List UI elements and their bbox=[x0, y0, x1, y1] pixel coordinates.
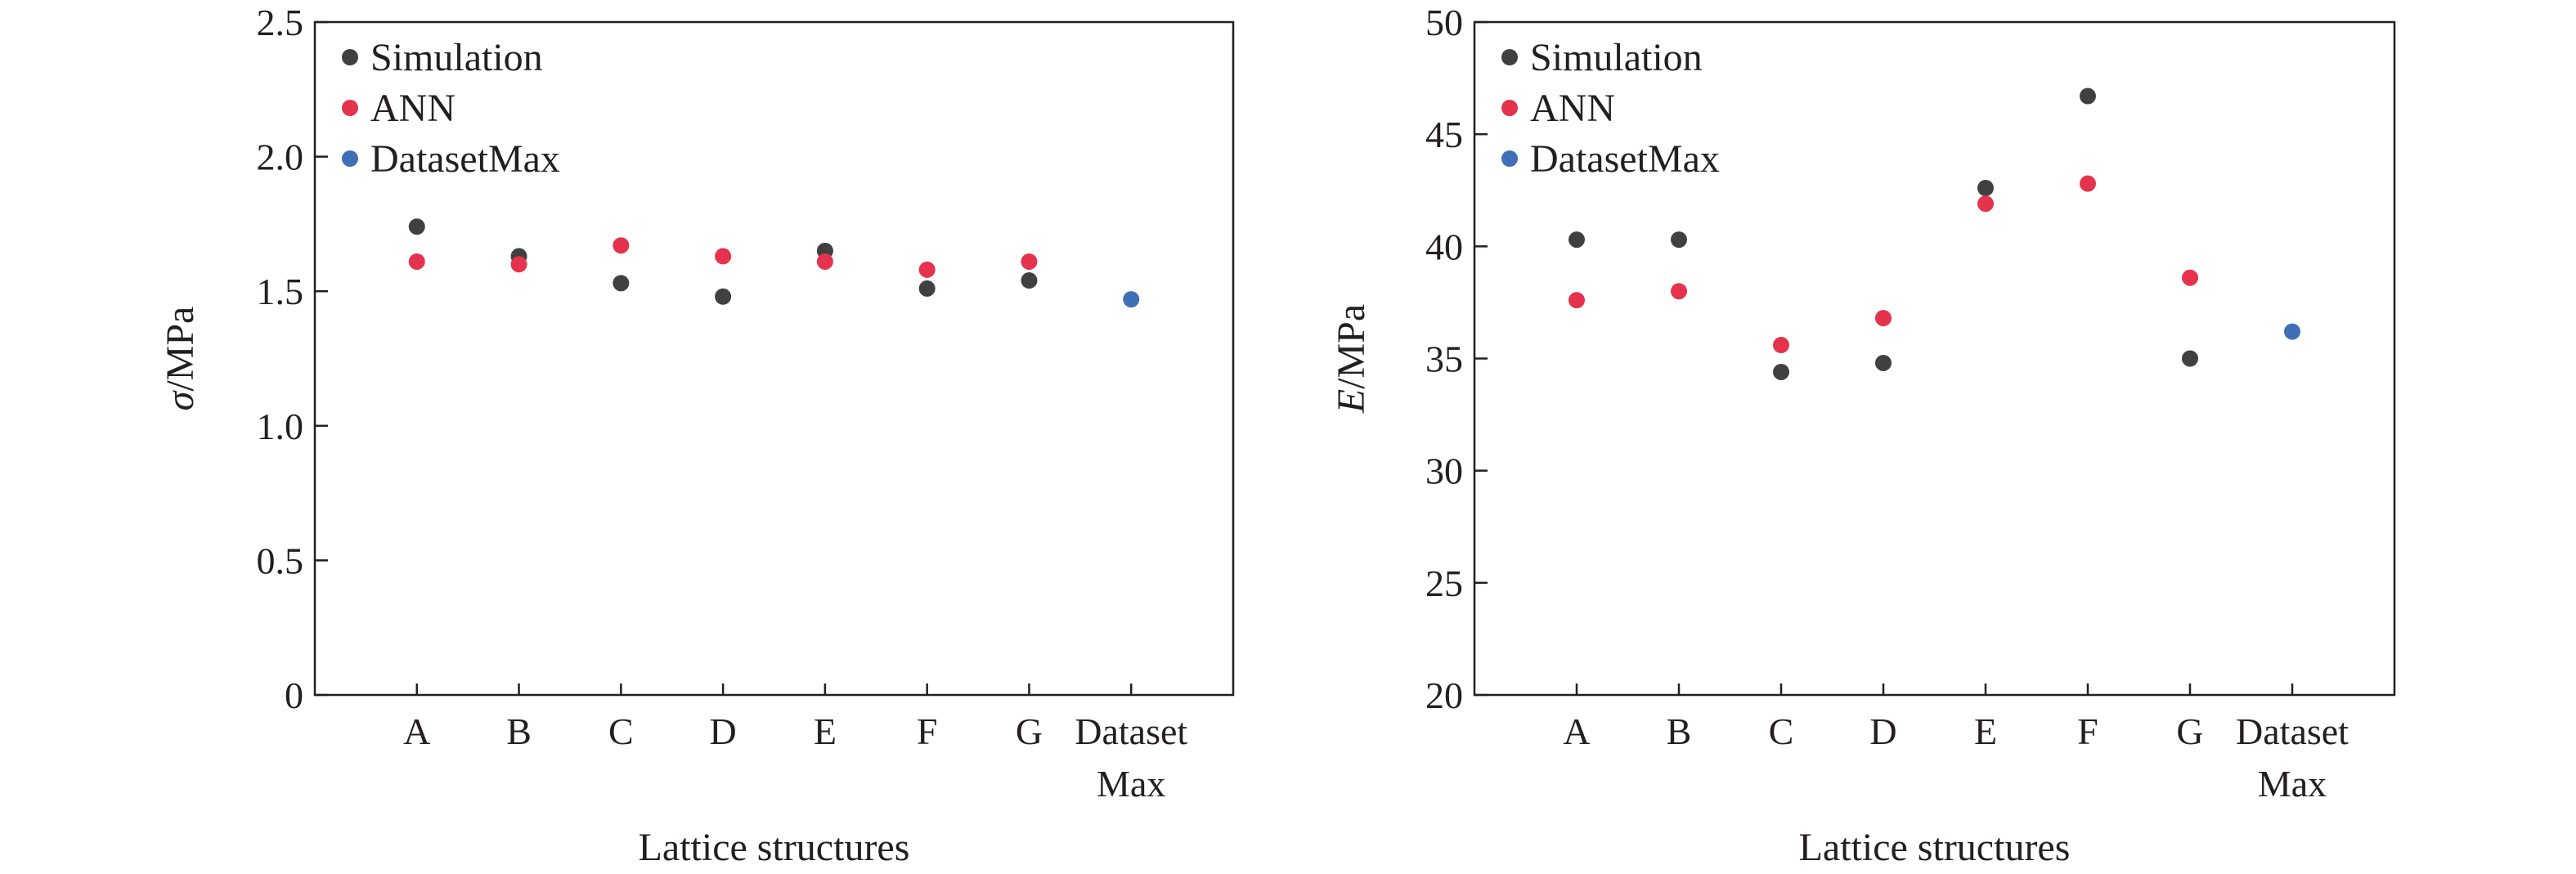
y-tick-label: 50 bbox=[1425, 2, 1463, 43]
data-point-simulation bbox=[2182, 350, 2198, 367]
data-point-datasetmax bbox=[2284, 323, 2300, 340]
data-point-ann bbox=[613, 237, 630, 254]
data-point-ann bbox=[1021, 253, 1038, 270]
plot-frame bbox=[313, 20, 1235, 697]
x-tick-label: B bbox=[1667, 710, 1692, 752]
x-tick-label: B bbox=[506, 710, 532, 752]
legend-label: Simulation bbox=[1530, 36, 1703, 79]
x-tick-label: D bbox=[709, 710, 736, 752]
data-point-ann bbox=[715, 248, 732, 265]
data-point-ann bbox=[2080, 175, 2096, 192]
data-point-simulation bbox=[1875, 354, 1892, 371]
data-point-datasetmax bbox=[1123, 291, 1140, 308]
y-tick-label: 40 bbox=[1425, 226, 1463, 267]
y-axis-title: E/MPa bbox=[1330, 304, 1373, 414]
data-point-ann bbox=[408, 253, 425, 270]
x-tick-label: Dataset Max bbox=[1075, 710, 1187, 805]
data-point-simulation bbox=[1671, 231, 1687, 249]
legend-marker bbox=[342, 49, 358, 65]
y-tick-label: 1.0 bbox=[257, 406, 304, 447]
x-tick-label: F bbox=[2077, 710, 2098, 752]
legend-label: Simulation bbox=[370, 36, 543, 79]
data-point-ann bbox=[510, 256, 527, 273]
data-point-simulation bbox=[2080, 87, 2096, 105]
legend-label: DatasetMax bbox=[1530, 137, 1720, 181]
data-point-simulation bbox=[408, 218, 425, 235]
data-point-ann bbox=[1671, 283, 1687, 300]
x-tick-label: E bbox=[1974, 710, 1997, 752]
y-tick-label: 2.0 bbox=[257, 137, 304, 178]
y-tick-label: 30 bbox=[1425, 450, 1463, 492]
y-tick-label: 20 bbox=[1425, 675, 1463, 716]
data-point-simulation bbox=[613, 275, 630, 292]
modulus-chart-panel: 20 25 30 35 40 45 50 A B C D E F G Dataset Max Lattice s… bbox=[1330, 2, 2396, 869]
legend-label: ANN bbox=[1530, 87, 1615, 130]
x-tick-label: F bbox=[917, 710, 938, 752]
legend: Simulation ANN DatasetMax bbox=[1501, 36, 1720, 181]
data-point-ann bbox=[1568, 292, 1585, 309]
legend-label: ANN bbox=[370, 87, 456, 130]
legend-marker bbox=[1501, 150, 1518, 167]
data-point-ann bbox=[1773, 337, 1789, 354]
data-point-simulation bbox=[1568, 231, 1585, 249]
y-tick-label: 0.5 bbox=[257, 540, 304, 581]
y-tick-label: 2.5 bbox=[257, 2, 304, 43]
x-tick-label: Dataset Max bbox=[2236, 710, 2349, 805]
legend-marker bbox=[1501, 49, 1518, 65]
x-axis-title: Lattice structures bbox=[1799, 826, 2071, 869]
data-point-ann bbox=[2182, 269, 2198, 286]
legend: Simulation ANN DatasetMax bbox=[342, 36, 560, 181]
x-tick-label: C bbox=[608, 710, 634, 752]
data-point-simulation bbox=[1021, 272, 1038, 289]
y-tick-label: 0 bbox=[285, 675, 303, 716]
data-point-ann bbox=[918, 261, 936, 278]
x-axis-title: Lattice structures bbox=[639, 826, 910, 869]
x-tick-label: D bbox=[1869, 710, 1896, 752]
y-tick-label: 35 bbox=[1425, 338, 1463, 380]
x-tick-label: A bbox=[1563, 710, 1590, 752]
x-tick-label: G bbox=[1016, 710, 1043, 752]
y-tick-label: 45 bbox=[1425, 114, 1463, 155]
x-tick-label: E bbox=[814, 710, 837, 752]
x-tick-label: G bbox=[2176, 710, 2203, 752]
data-point-simulation bbox=[918, 280, 936, 297]
x-tick-label: A bbox=[403, 710, 430, 752]
legend-marker bbox=[1501, 100, 1518, 116]
data-point-simulation bbox=[715, 288, 732, 305]
data-point-simulation bbox=[1977, 180, 1994, 197]
y-tick-label: 25 bbox=[1425, 562, 1463, 604]
data-point-ann bbox=[1875, 310, 1892, 327]
legend-marker bbox=[342, 150, 358, 167]
data-point-ann bbox=[816, 253, 833, 270]
y-axis-title: σ/MPa bbox=[159, 307, 202, 411]
data-point-ann bbox=[1977, 195, 1994, 213]
y-tick-label: 1.5 bbox=[257, 271, 304, 312]
x-tick-label: C bbox=[1769, 710, 1794, 752]
legend-label: DatasetMax bbox=[370, 137, 560, 181]
data-point-simulation bbox=[1773, 363, 1789, 380]
sigma-chart-panel: 0 0.5 1.0 1.5 2.0 2.5 A B C D E F G Dataset Max Lattice… bbox=[159, 2, 1235, 869]
legend-marker bbox=[342, 100, 358, 116]
